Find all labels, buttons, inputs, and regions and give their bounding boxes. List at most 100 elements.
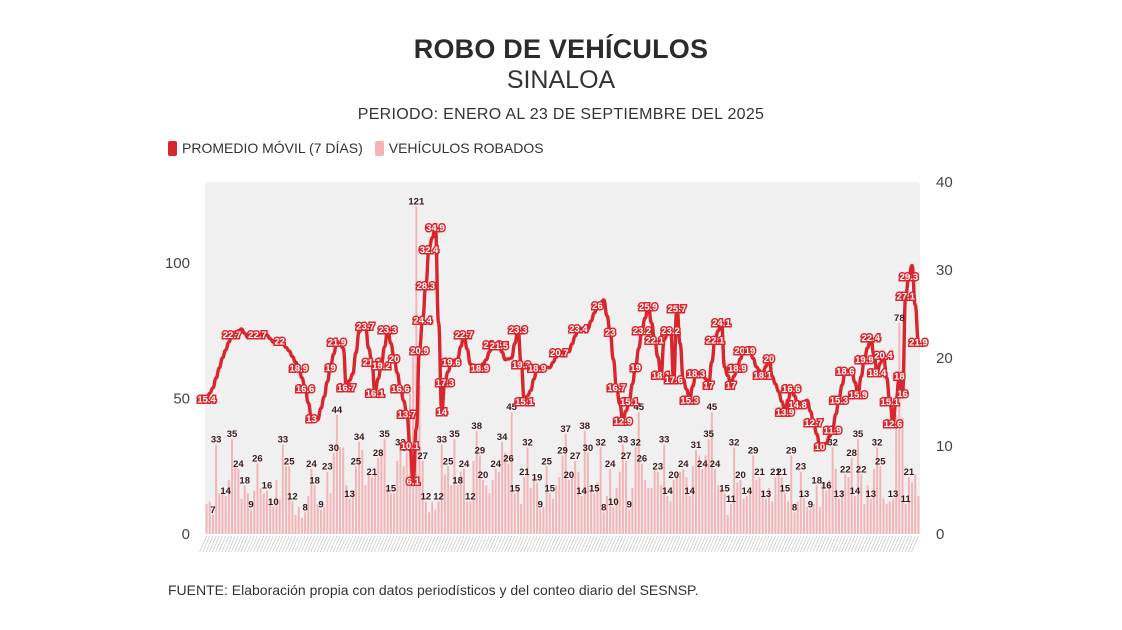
x-tick <box>332 535 341 553</box>
line-value-halo: 19.2 <box>372 361 391 372</box>
legend-item-bars[interactable]: VEHÍCULOS ROBADOS <box>374 140 544 156</box>
bar <box>586 452 589 534</box>
x-tick <box>266 535 274 553</box>
x-tick <box>628 535 636 553</box>
line-value-halo: 20 <box>389 354 400 365</box>
x-tick <box>615 535 624 553</box>
x-tick <box>339 535 347 553</box>
bar-value-label: 34 <box>354 432 365 443</box>
bar <box>434 509 437 534</box>
bar <box>764 498 767 534</box>
bar-value-label: 15 <box>589 483 600 494</box>
bar <box>774 477 777 534</box>
bar-value-label: 25 <box>875 456 886 467</box>
bar <box>634 447 637 534</box>
line-value-halo: 18.4 <box>868 368 887 379</box>
bar-value-label: 78 <box>894 313 905 324</box>
bar <box>383 439 386 534</box>
x-tick <box>701 535 709 553</box>
x-tick <box>873 535 881 553</box>
x-tick <box>202 535 211 553</box>
line-value-label: 25.7 <box>668 304 687 315</box>
bar <box>571 474 574 534</box>
bar <box>542 506 545 534</box>
x-tick <box>510 535 519 553</box>
bar <box>513 493 516 534</box>
line-value-label: 6.1 <box>407 476 421 487</box>
x-tick <box>205 535 214 553</box>
x-tick <box>240 535 249 553</box>
bar <box>850 458 853 534</box>
line-value-halo: 15.3 <box>830 395 849 406</box>
x-tick <box>730 535 738 553</box>
bar-value-label: 14 <box>742 486 753 497</box>
bar <box>399 447 402 534</box>
x-tick <box>444 535 452 553</box>
x-tick <box>552 535 560 553</box>
x-tick <box>536 535 544 553</box>
bar <box>590 487 593 534</box>
x-tick <box>707 535 716 553</box>
x-tick <box>583 535 592 553</box>
bar <box>771 501 774 534</box>
bar-value-label: 24 <box>605 459 616 470</box>
bar <box>491 479 494 534</box>
bar <box>812 504 815 534</box>
line-value-label: 18.1 <box>652 371 671 382</box>
x-tick <box>599 535 608 553</box>
line-value-label: 15.1 <box>515 397 534 408</box>
line-value-label: 23.3 <box>378 325 397 336</box>
bar-value-label: 32 <box>729 437 740 448</box>
line-value-halo: 22 <box>274 336 285 347</box>
bar <box>367 474 370 534</box>
line-value-halo: 6.1 <box>407 476 421 487</box>
line-value-halo: 27.1 <box>896 292 915 303</box>
bar <box>815 485 818 534</box>
bar-swatch-icon <box>374 140 384 156</box>
line-value-halo: 19.9 <box>855 355 874 366</box>
line-value-halo: 19 <box>630 363 641 374</box>
line-value-halo: 13 <box>306 414 317 425</box>
x-tick <box>272 535 280 553</box>
line-value-halo: 20.9 <box>410 346 429 357</box>
x-tick <box>421 535 430 553</box>
bar <box>520 504 523 534</box>
x-tick <box>911 535 919 553</box>
bar-value-label: 28 <box>373 448 384 459</box>
line-value-label: 28.3 <box>417 281 436 292</box>
x-tick <box>234 535 242 553</box>
bar-value-label: 33 <box>659 435 670 446</box>
bar <box>593 493 596 534</box>
line-value-halo: 19.3 <box>512 360 531 371</box>
bar <box>898 322 901 534</box>
x-tick <box>329 535 338 553</box>
x-tick <box>463 535 471 553</box>
x-tick <box>818 535 827 553</box>
bar-value-label: 35 <box>379 429 390 440</box>
period-label: PERIODO: ENERO AL 23 DE SEPTIEMBRE DEL 2… <box>357 106 765 123</box>
bar-value-label: 33 <box>618 435 629 446</box>
x-tick <box>345 535 354 553</box>
line-value-halo: 12.9 <box>614 416 633 427</box>
line-value-label: 26 <box>592 301 603 312</box>
x-tick <box>571 535 579 553</box>
line-value-halo: 14.8 <box>788 400 807 411</box>
line-value-label: 10.1 <box>401 441 420 452</box>
bar <box>447 466 450 534</box>
bar <box>857 439 860 534</box>
x-tick <box>885 535 894 553</box>
x-tick <box>212 535 220 553</box>
bar-value-label: 21 <box>754 467 765 478</box>
bar-value-label: 9 <box>538 500 543 511</box>
legend-item-line[interactable]: PROMEDIO MÓVIL (7 DÍAS) <box>168 140 363 156</box>
x-tick <box>281 535 290 553</box>
line-value-halo: 17 <box>726 380 737 391</box>
line-value-halo: 18.1 <box>753 371 772 382</box>
x-tick <box>532 535 541 553</box>
bar-value-label: 10 <box>608 497 619 508</box>
line-value-halo: 23.2 <box>633 326 652 337</box>
line-value-halo: 22.4 <box>861 333 880 344</box>
chart-title: ROBO DE VEHÍCULOS <box>413 34 709 64</box>
bar <box>380 452 383 534</box>
bar <box>389 493 392 534</box>
